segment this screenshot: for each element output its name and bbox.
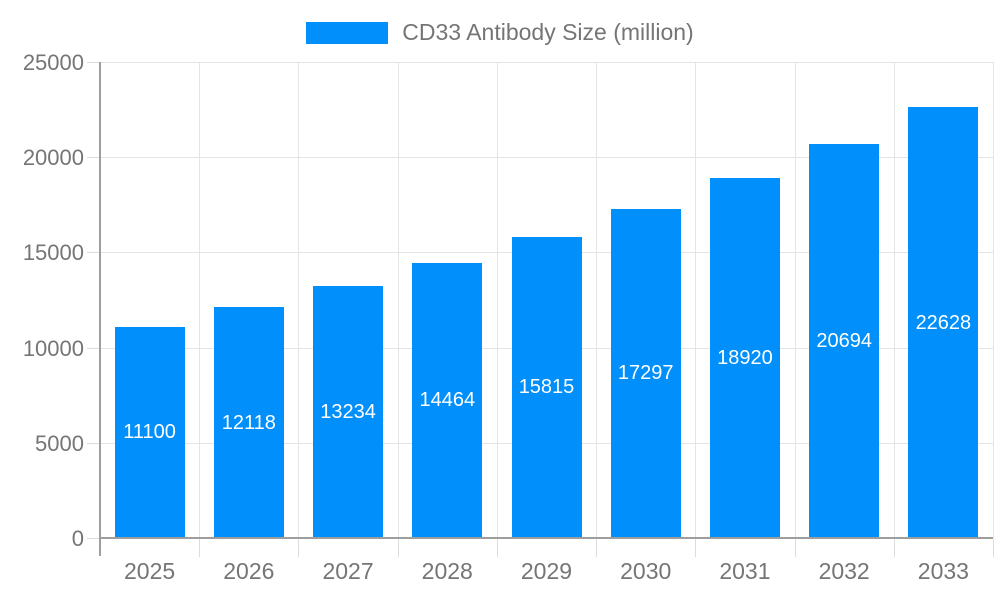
bar: 14464: [412, 262, 483, 538]
bar-value-label: 17297: [617, 362, 674, 385]
plot-area: 11100 12118 13234 14464 15815 17297 18920 20694…: [100, 62, 994, 538]
y-tick-mark: [87, 347, 100, 349]
y-tick-label: 0: [71, 526, 84, 551]
bar: 11100: [114, 326, 185, 538]
gridline-vertical: [993, 62, 994, 538]
gridline-vertical: [199, 62, 201, 538]
bar: 15815: [511, 236, 582, 538]
bar-value-label: 20694: [816, 329, 872, 352]
legend-color-swatch: [306, 21, 389, 44]
y-tick-mark: [87, 252, 100, 254]
bar: 18920: [709, 177, 780, 538]
bar-value-label: 14464: [419, 389, 476, 412]
gridline-vertical: [397, 62, 399, 538]
gridline-vertical: [496, 62, 498, 538]
bar: 22628: [908, 107, 979, 538]
x-axis-line: [100, 537, 993, 539]
gridline-horizontal: [100, 157, 993, 159]
x-tick-mark: [695, 539, 697, 557]
gridline-horizontal: [100, 62, 993, 63]
bar-value-label: 13234: [320, 401, 376, 423]
y-tick-mark: [87, 157, 100, 159]
bar: 17297: [610, 208, 681, 538]
bar: 13234: [313, 286, 384, 538]
x-tick-label: 2029: [520, 558, 573, 584]
x-tick-label: 2025: [124, 558, 176, 584]
y-tick-mark: [87, 62, 100, 63]
legend-series-label: CD33 Antibody Size (million): [402, 19, 694, 45]
x-tick-label: 2028: [421, 558, 473, 584]
bar-value-label: 12118: [221, 411, 276, 434]
x-tick-mark: [397, 539, 399, 557]
y-tick-label: 5000: [35, 430, 84, 456]
gridline-vertical: [596, 62, 598, 538]
bar: 12118: [213, 307, 284, 538]
x-tick-mark: [496, 539, 498, 557]
x-tick-mark: [199, 539, 201, 557]
x-tick-mark: [893, 539, 895, 557]
gridline-vertical: [893, 62, 895, 538]
y-tick-label: 25000: [22, 50, 84, 75]
x-tick-label: 2031: [719, 558, 771, 584]
y-tick-mark: [87, 538, 100, 539]
x-tick-label: 2032: [818, 558, 870, 584]
y-tick-label: 20000: [22, 145, 84, 171]
y-axis-line: [99, 62, 101, 556]
y-tick-mark: [87, 442, 100, 444]
x-tick-mark: [298, 539, 300, 557]
x-tick-label: 2033: [917, 558, 969, 584]
y-tick-label: 10000: [22, 335, 84, 361]
x-tick-label: 2027: [322, 558, 374, 584]
bar-value-label: 11100: [123, 421, 176, 444]
y-tick-label: 15000: [22, 240, 84, 266]
x-tick-label: 2026: [223, 558, 275, 584]
gridline-vertical: [298, 62, 300, 538]
bar-value-label: 15815: [518, 376, 575, 399]
bar-value-label: 18920: [717, 346, 773, 369]
x-tick-mark: [993, 539, 994, 557]
x-tick-label: 2030: [620, 558, 672, 584]
x-tick-mark: [596, 539, 598, 557]
bar-value-label: 22628: [915, 311, 972, 334]
gridline-vertical: [794, 62, 796, 538]
bar: 20694: [809, 143, 880, 538]
chart-legend: CD33 Antibody Size (million): [0, 21, 1000, 44]
x-tick-mark: [794, 539, 796, 557]
gridline-vertical: [695, 62, 697, 538]
